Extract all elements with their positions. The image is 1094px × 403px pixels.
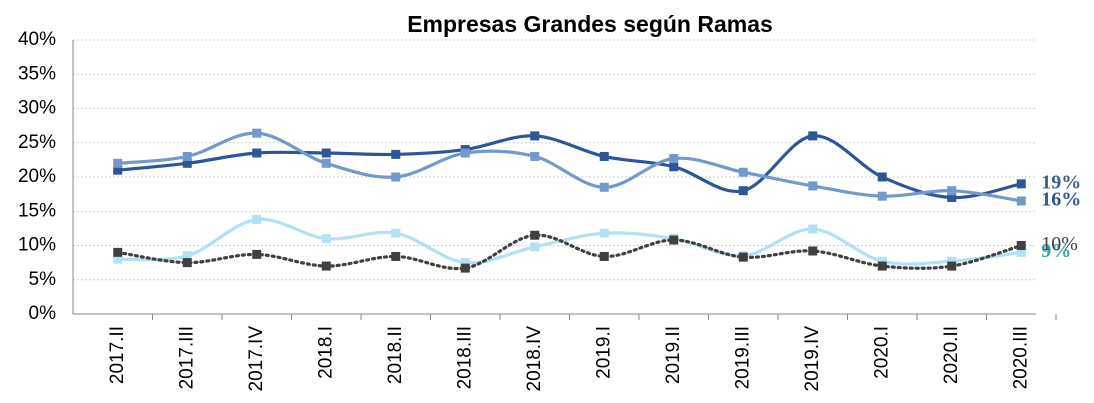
y-tick-label: 25% [18, 132, 56, 153]
marker [391, 251, 401, 261]
marker [947, 261, 957, 271]
marker [391, 149, 401, 159]
marker [252, 128, 262, 138]
marker [808, 131, 818, 141]
marker [252, 214, 262, 224]
y-tick-label: 0% [29, 303, 57, 324]
marker [391, 172, 401, 182]
marker [599, 228, 609, 238]
marker [947, 193, 957, 203]
marker [599, 151, 609, 161]
marker [182, 151, 192, 161]
x-tick-label: 2020.III [1010, 326, 1031, 389]
marker [460, 263, 470, 273]
marker [530, 131, 540, 141]
marker [113, 165, 123, 175]
marker [947, 186, 957, 196]
marker [1016, 247, 1026, 257]
marker [877, 191, 887, 201]
value-label: 19% [1041, 171, 1081, 193]
marker [182, 158, 192, 168]
marker [599, 251, 609, 261]
x-tick-label: 2017.II [107, 326, 128, 384]
marker [738, 186, 748, 196]
marker [808, 246, 818, 256]
x-tick-label: 2019.I [593, 326, 614, 379]
x-tick-label: 2018.II [385, 326, 406, 384]
x-tick-label: 2020.II [941, 326, 962, 384]
marker [947, 256, 957, 266]
line [116, 134, 1023, 200]
marker [877, 172, 887, 182]
marker [1016, 196, 1026, 206]
marker [182, 258, 192, 268]
marker [738, 167, 748, 177]
x-tick-label: 2019.IV [802, 326, 823, 392]
y-tick-label: 20% [18, 166, 56, 187]
marker [530, 230, 540, 240]
marker [669, 154, 679, 164]
marker [669, 162, 679, 172]
marker [1016, 241, 1026, 250]
y-tick-label: 15% [18, 200, 56, 221]
line [116, 131, 1023, 203]
marker [182, 251, 192, 261]
marker [877, 256, 887, 266]
y-tick-label: 10% [18, 235, 56, 256]
marker [808, 181, 818, 191]
x-tick-label: 2018.III [454, 326, 475, 389]
x-tick-label: 2019.II [663, 326, 684, 384]
marker [252, 148, 262, 158]
chart-title: Empresas Grandes según Ramas [407, 11, 773, 37]
marker [113, 247, 123, 257]
x-tick-label: 2018.I [315, 326, 336, 379]
marker [321, 148, 331, 158]
marker [460, 148, 470, 158]
x-tick-label: 2020.I [871, 326, 892, 379]
marker [113, 254, 123, 264]
marker [321, 234, 331, 244]
marker [113, 158, 123, 168]
marker [599, 182, 609, 192]
marker [460, 258, 470, 268]
value-label: 16% [1041, 189, 1081, 211]
marker [530, 151, 540, 161]
marker [738, 252, 748, 262]
line [116, 233, 1023, 271]
marker [808, 224, 818, 234]
x-tick-label: 2018.IV [524, 326, 545, 392]
value-label: 10% [1041, 233, 1078, 255]
y-tick-label: 30% [18, 98, 56, 119]
value-label: 9% [1041, 240, 1071, 262]
marker [321, 261, 331, 271]
x-tick-label: 2017.III [176, 326, 197, 389]
marker [391, 228, 401, 238]
y-tick-label: 35% [18, 63, 56, 84]
marker [1016, 179, 1026, 189]
marker [669, 235, 679, 245]
x-tick-label: 2019.III [732, 326, 753, 389]
y-tick-label: 40% [18, 29, 56, 50]
x-tick-label: 2017.IV [246, 326, 267, 392]
marker [252, 249, 262, 259]
marker [321, 158, 331, 168]
y-tick-label: 5% [29, 269, 57, 290]
marker [530, 242, 540, 252]
marker [877, 261, 887, 271]
